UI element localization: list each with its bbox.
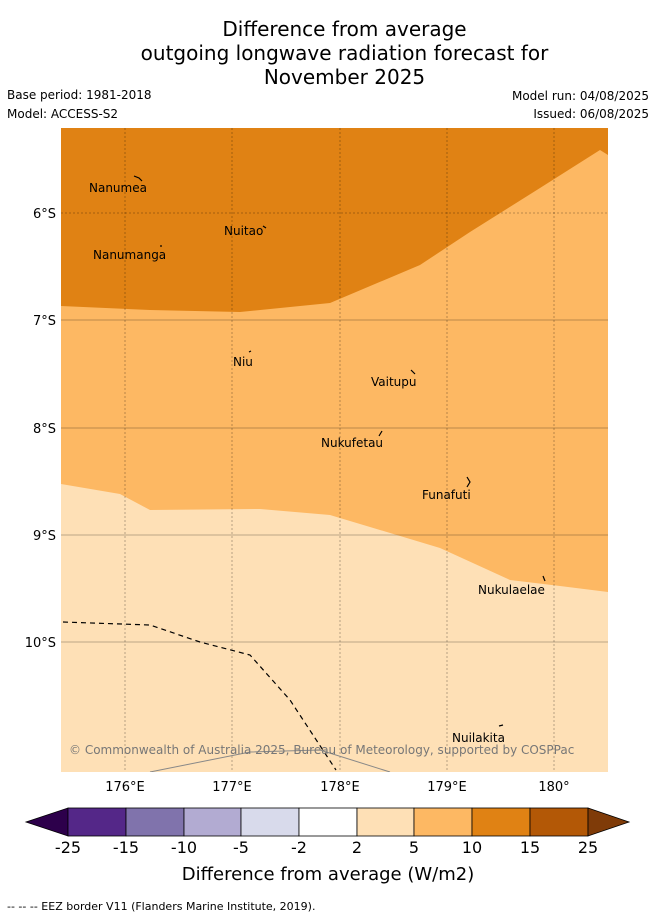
colorbar-swatch-1 xyxy=(67,807,127,837)
island-nuitao xyxy=(262,225,267,229)
eez-legend: -- -- -- EEZ border V11 (Flanders Marine… xyxy=(7,900,316,913)
lower-contour xyxy=(149,749,391,772)
label-nuilakita: Nuilakita xyxy=(452,731,505,745)
label-nanumanga: Nanumanga xyxy=(93,248,166,262)
lat-6s: 6°S xyxy=(33,207,56,222)
colorbar-extend-low xyxy=(24,807,69,837)
lat-axis-labels: 6°S 7°S 8°S 9°S 10°S xyxy=(25,207,56,651)
island-nukulaelae xyxy=(542,575,546,582)
label-nukufetau: Nukufetau xyxy=(321,436,383,450)
tick-minus-10: -10 xyxy=(171,838,197,857)
colorbar-extend-high xyxy=(587,807,631,837)
tick-5: 5 xyxy=(409,838,419,857)
chart-title: Difference from average outgoing longwav… xyxy=(0,17,655,89)
tick-minus-5: -5 xyxy=(233,838,249,857)
anomaly-map: Nanumea Nuitao Nanumanga Niu Vaitupu Nuk… xyxy=(61,128,608,772)
lon-178e: 178°E xyxy=(320,780,360,795)
label-nuitao: Nuitao xyxy=(224,224,263,238)
tick-10: 10 xyxy=(462,838,482,857)
base-period: Base period: 1981-2018 xyxy=(7,88,152,102)
label-funafuti: Funafuti xyxy=(422,488,471,502)
place-labels: Nanumea Nuitao Nanumanga Niu Vaitupu Nuk… xyxy=(89,181,545,745)
label-nanumea: Nanumea xyxy=(89,181,147,195)
label-nukulaelae: Nukulaelae xyxy=(478,583,545,597)
graticule xyxy=(61,128,608,772)
colorbar-swatch-9 xyxy=(529,807,589,837)
colorbar-swatch-7 xyxy=(413,807,473,837)
tick-minus-2: -2 xyxy=(291,838,307,857)
tick-2: 2 xyxy=(352,838,362,857)
lat-10s: 10°S xyxy=(25,636,56,651)
tick-minus-25: -25 xyxy=(55,838,81,857)
lat-8s: 8°S xyxy=(33,422,56,437)
island-nuilakita xyxy=(498,724,504,727)
eez-border xyxy=(62,621,337,771)
colorbar-swatch-3 xyxy=(183,807,242,837)
island-nanumea xyxy=(133,175,143,182)
title-line-1: Difference from average xyxy=(222,17,467,41)
model-name: Model: ACCESS-S2 xyxy=(7,107,119,121)
title-line-2: outgoing longwave radiation forecast for xyxy=(140,41,549,65)
colorbar-ticks: -25 -15 -10 -5 -2 2 5 10 15 25 xyxy=(55,838,598,857)
tick-15: 15 xyxy=(520,838,540,857)
colorbar-swatch-4 xyxy=(240,807,300,837)
islands xyxy=(133,175,546,727)
island-nukufetau xyxy=(378,430,383,437)
colorbar-swatch-5 xyxy=(298,807,358,837)
title-line-3: November 2025 xyxy=(263,65,426,89)
copyright-notice: © Commonwealth of Australia 2025, Bureau… xyxy=(69,743,574,757)
island-funafuti xyxy=(466,476,471,488)
tick-25: 25 xyxy=(578,838,598,857)
colorbar-swatch-8 xyxy=(471,807,531,837)
tick-minus-15: -15 xyxy=(113,838,139,857)
lon-180: 180° xyxy=(538,780,569,795)
lon-axis-labels: 176°E 177°E 178°E 179°E 180° xyxy=(105,780,569,795)
lon-177e: 177°E xyxy=(212,780,252,795)
colorbar-swatch-6 xyxy=(356,807,415,837)
label-niu: Niu xyxy=(233,355,253,369)
colorbar-label: Difference from average (W/m2) xyxy=(182,864,474,885)
island-niu xyxy=(248,350,252,353)
lon-179e: 179°E xyxy=(427,780,467,795)
lat-9s: 9°S xyxy=(33,529,56,544)
colorbar: -25 -15 -10 -5 -2 2 5 10 15 25 Differenc… xyxy=(24,807,631,885)
lon-176e: 176°E xyxy=(105,780,145,795)
lat-7s: 7°S xyxy=(33,314,56,329)
issued-date: Issued: 06/08/2025 xyxy=(533,107,649,121)
label-vaitupu: Vaitupu xyxy=(371,375,417,389)
island-vaitupu xyxy=(410,369,416,375)
colorbar-swatch-2 xyxy=(125,807,185,837)
model-run: Model run: 04/08/2025 xyxy=(511,89,649,103)
band-10-to-15 xyxy=(61,128,608,312)
